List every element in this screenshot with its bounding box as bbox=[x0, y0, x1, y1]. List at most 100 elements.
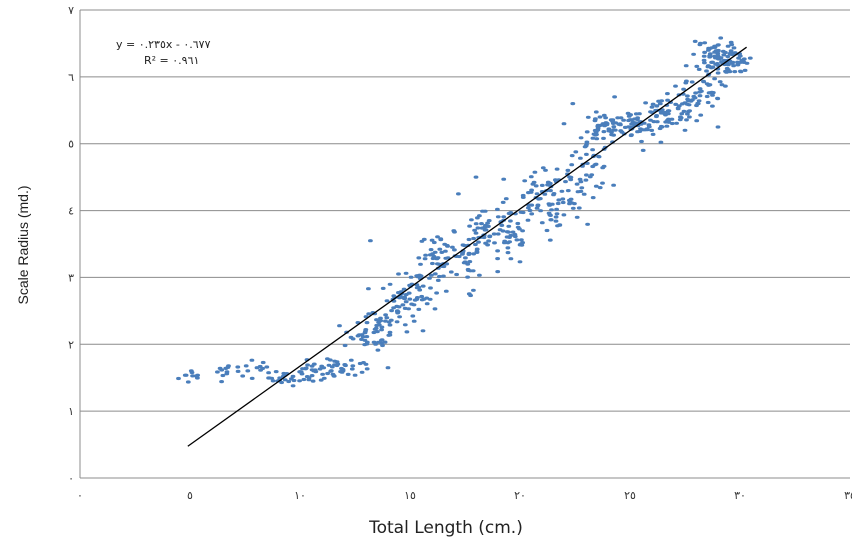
data-point bbox=[508, 257, 514, 261]
data-point bbox=[430, 256, 436, 261]
data-point bbox=[260, 366, 265, 371]
data-point bbox=[442, 242, 448, 246]
data-point bbox=[421, 297, 427, 301]
data-point bbox=[508, 211, 514, 215]
data-point bbox=[467, 260, 473, 264]
data-point bbox=[379, 328, 384, 332]
data-point bbox=[419, 294, 425, 299]
data-point bbox=[710, 91, 716, 95]
data-point bbox=[465, 275, 470, 279]
data-point bbox=[427, 253, 433, 257]
data-point bbox=[709, 60, 714, 64]
y-tick-label: ٣ bbox=[68, 271, 74, 284]
data-point bbox=[456, 254, 462, 259]
data-point bbox=[565, 168, 571, 172]
data-point bbox=[266, 371, 271, 375]
data-point bbox=[387, 333, 393, 337]
data-point bbox=[525, 218, 531, 222]
data-point bbox=[675, 107, 681, 111]
data-point bbox=[648, 110, 653, 114]
data-point bbox=[590, 196, 596, 200]
data-point bbox=[704, 69, 709, 73]
data-point bbox=[637, 129, 643, 133]
data-point bbox=[561, 213, 567, 217]
data-point bbox=[338, 370, 343, 374]
data-point bbox=[520, 210, 526, 215]
data-point bbox=[305, 363, 310, 367]
data-point bbox=[694, 103, 699, 108]
data-point bbox=[592, 119, 598, 123]
data-point bbox=[417, 273, 422, 277]
data-point bbox=[460, 251, 466, 255]
data-point bbox=[505, 251, 511, 255]
data-point bbox=[462, 260, 468, 264]
data-point bbox=[483, 241, 488, 245]
data-point bbox=[738, 69, 743, 73]
data-point bbox=[717, 80, 723, 84]
data-point bbox=[570, 102, 576, 106]
data-point bbox=[422, 257, 428, 261]
data-point bbox=[486, 219, 492, 223]
data-point bbox=[309, 364, 315, 368]
data-point bbox=[519, 243, 525, 247]
data-point bbox=[437, 247, 443, 251]
data-point bbox=[348, 358, 354, 362]
data-point bbox=[526, 206, 531, 210]
data-point bbox=[435, 256, 441, 260]
data-point bbox=[590, 148, 595, 152]
data-point bbox=[504, 235, 510, 239]
data-point bbox=[273, 370, 279, 374]
data-point bbox=[690, 98, 695, 102]
data-point bbox=[343, 363, 348, 368]
data-point bbox=[584, 140, 590, 144]
data-point bbox=[554, 212, 560, 216]
data-point bbox=[418, 262, 423, 266]
data-point bbox=[651, 120, 657, 124]
data-point bbox=[697, 94, 703, 98]
data-point bbox=[731, 46, 737, 50]
data-point bbox=[467, 224, 472, 228]
data-point bbox=[249, 376, 255, 380]
data-point bbox=[548, 189, 553, 193]
data-point bbox=[297, 379, 302, 383]
x-tick-label: ٣٥ bbox=[844, 489, 852, 502]
data-point bbox=[626, 114, 632, 118]
data-point bbox=[685, 112, 690, 116]
data-point bbox=[382, 340, 388, 344]
data-point bbox=[409, 302, 415, 306]
data-point bbox=[460, 243, 466, 247]
data-point bbox=[301, 377, 307, 382]
data-point bbox=[584, 130, 590, 134]
data-point bbox=[224, 372, 230, 376]
data-point bbox=[747, 56, 753, 60]
data-point bbox=[548, 218, 554, 222]
data-point bbox=[713, 62, 719, 66]
data-point bbox=[638, 127, 643, 131]
data-point bbox=[342, 343, 348, 348]
data-point bbox=[556, 198, 562, 202]
data-point bbox=[299, 372, 305, 376]
y-axis-title: Scale Radius (md.) bbox=[15, 185, 31, 304]
data-point bbox=[387, 330, 393, 334]
data-point bbox=[654, 120, 660, 124]
data-point bbox=[692, 39, 698, 44]
data-point bbox=[469, 218, 474, 222]
data-point bbox=[710, 65, 715, 69]
data-point bbox=[495, 215, 501, 219]
data-point bbox=[650, 132, 656, 136]
axes bbox=[79, 10, 850, 479]
y-tick-labels: ٠ ١ ٢ ٣ ٤ ٥ ٦ ٧ bbox=[68, 4, 74, 485]
data-point bbox=[492, 241, 497, 245]
data-point bbox=[452, 230, 457, 234]
data-point bbox=[548, 213, 553, 217]
data-point bbox=[497, 228, 503, 232]
data-point bbox=[584, 152, 589, 156]
data-point bbox=[279, 380, 284, 385]
data-point bbox=[590, 136, 596, 140]
data-point bbox=[716, 48, 721, 53]
data-point bbox=[286, 379, 292, 384]
data-point bbox=[416, 307, 422, 311]
data-point bbox=[505, 246, 511, 250]
data-point bbox=[439, 250, 445, 254]
data-point bbox=[563, 180, 568, 184]
